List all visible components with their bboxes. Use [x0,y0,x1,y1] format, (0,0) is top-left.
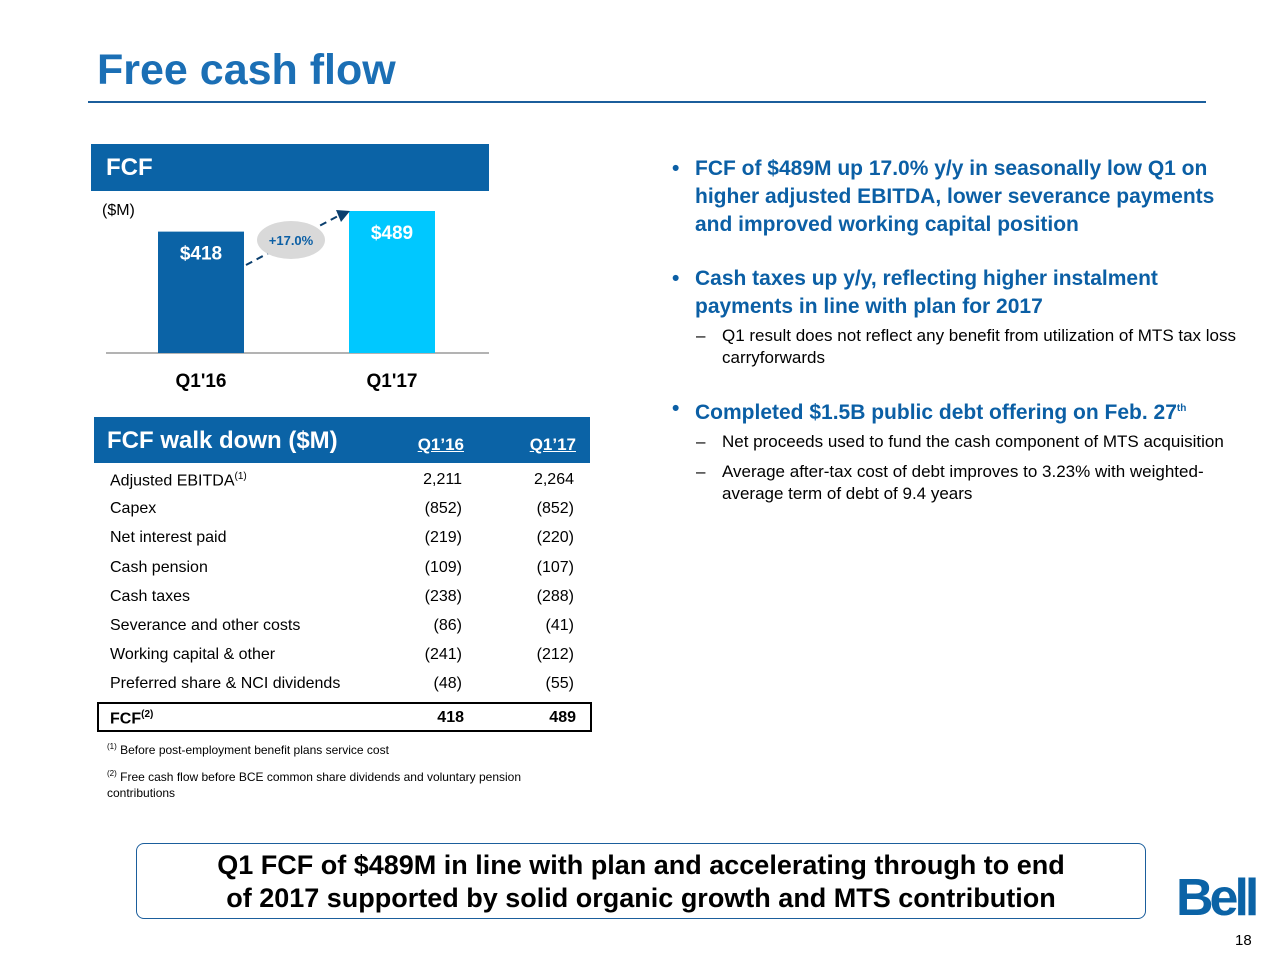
row-value-q117: (107) [536,558,574,576]
column-header-q117: Q1’17 [529,435,576,454]
table-row: Severance and other costs (86) (41) [110,617,580,646]
bell-logo: Bell [1176,869,1259,927]
row-value-q117: (212) [536,646,574,664]
row-label: Cash pension [110,558,208,576]
conclusion-box: Q1 FCF of $489M in line with plan and ac… [136,843,1146,919]
row-label: Cash taxes [110,587,191,605]
growth-arrow-head [336,210,350,222]
table-row: Working capital & other (241) (212) [110,646,580,675]
walk-down-title: FCF walk down ($M) [107,427,338,454]
growth-label: +17.0% [269,233,314,248]
conclusion-line-1: Q1 FCF of $489M in line with plan and ac… [217,850,1065,880]
fcf-total-row: FCF(2) 418 489 [97,702,592,732]
title-divider [88,101,1206,103]
row-value-q116: (238) [424,587,462,605]
row-label: Capex [110,500,157,518]
dash-icon: – [696,432,706,451]
category-label-q117: Q1'17 [367,371,418,392]
row-value-q117: (220) [536,529,574,547]
row-value-q117: (41) [545,616,574,634]
row-value-q116: (852) [424,500,462,518]
footnote-marker: (2) [141,709,154,720]
fcf-chart-header: FCF [91,144,489,191]
bar-q117 [349,211,435,353]
bullet-dot-icon: • [672,397,680,420]
table-row: Cash pension (109) (107) [110,559,580,588]
bullet-dot-icon: • [672,157,680,180]
dash-icon: – [696,326,706,345]
row-label: Net interest paid [110,529,227,547]
row-value-q116: (241) [424,646,462,664]
bar-label-q116: $418 [180,244,222,265]
row-value-q116: (219) [424,529,462,547]
sub-bullet-item: – Net proceeds used to fund the cash com… [672,431,1252,453]
footnote-1: (1) Before post-employment benefit plans… [107,742,389,757]
bullet-text: Completed $1.5B public debt offering on … [695,401,1177,424]
row-value-q116: (48) [433,675,462,693]
footnote-text: Before post-employment benefit plans ser… [120,743,389,757]
row-label: Adjusted EBITDA(1) [110,471,247,490]
bullet-item: • Completed $1.5B public debt offering o… [672,395,1252,427]
table-row: Cash taxes (238) (288) [110,588,580,617]
footnote-marker: (1) [234,471,247,482]
page-title: Free cash flow [97,46,396,94]
sub-bullet-item: – Average after-tax cost of debt improve… [672,461,1252,505]
column-header-q116: Q1’16 [417,435,464,454]
row-value-q117: (852) [536,500,574,518]
bullet-list: • FCF of $489M up 17.0% y/y in seasonall… [672,155,1252,505]
footnote-2: (2) Free cash flow before BCE common sha… [107,766,567,801]
footnote-text: Free cash flow before BCE common share d… [107,770,522,800]
conclusion-line-2: of 2017 supported by solid organic growt… [226,883,1056,913]
walk-down-header: FCF walk down ($M) Q1’16 Q1’17 [94,417,590,463]
bullet-item: • Cash taxes up y/y, reflecting higher i… [672,265,1252,321]
bullet-text: FCF of $489M up 17.0% y/y in seasonally … [695,157,1215,236]
footnote-mark: (1) [107,742,117,751]
bullet-superscript: th [1176,403,1187,414]
bullet-dot-icon: • [672,267,680,290]
table-row: Adjusted EBITDA(1) 2,211 2,264 [110,471,580,500]
walk-down-table: Adjusted EBITDA(1) 2,211 2,264 Capex (85… [110,471,580,705]
sub-bullet-text: Net proceeds used to fund the cash compo… [722,432,1224,451]
sub-bullet-text: Average after-tax cost of debt improves … [722,462,1204,503]
row-value-q116: 2,211 [423,471,462,488]
bar-label-q117: $489 [371,223,413,244]
row-value-q116: (86) [433,616,462,634]
total-value-q117: 489 [549,709,576,726]
bullet-item: • FCF of $489M up 17.0% y/y in seasonall… [672,155,1252,239]
bar-q116 [158,231,244,353]
sub-bullet-item: – Q1 result does not reflect any benefit… [672,325,1252,369]
table-row: Capex (852) (852) [110,500,580,529]
row-value-q117: (288) [536,587,574,605]
bullet-text: Cash taxes up y/y, reflecting higher ins… [695,267,1158,318]
total-value-q116: 418 [437,709,464,726]
page-number: 18 [1235,932,1252,949]
row-label: Severance and other costs [110,616,301,634]
footnote-mark: (2) [107,769,117,778]
row-value-q117: (55) [545,675,574,693]
growth-arrow-line [245,215,339,266]
sub-bullet-text: Q1 result does not reflect any benefit f… [722,326,1237,367]
table-row: Preferred share & NCI dividends (48) (55… [110,675,580,704]
category-label-q116: Q1'16 [176,371,227,392]
growth-badge [257,221,325,259]
dash-icon: – [696,462,706,481]
row-label: Preferred share & NCI dividends [110,675,341,693]
row-value-q116: (109) [424,558,462,576]
row-value-q117: 2,264 [533,471,574,488]
fcf-chart-title: FCF [106,154,153,181]
row-label-text: Adjusted EBITDA [110,472,235,490]
chart-unit-label: ($M) [102,202,135,219]
table-row: Net interest paid (219) (220) [110,529,580,558]
row-label: Working capital & other [110,646,276,664]
total-label: FCF(2) [110,709,153,728]
total-label-text: FCF [110,710,142,728]
